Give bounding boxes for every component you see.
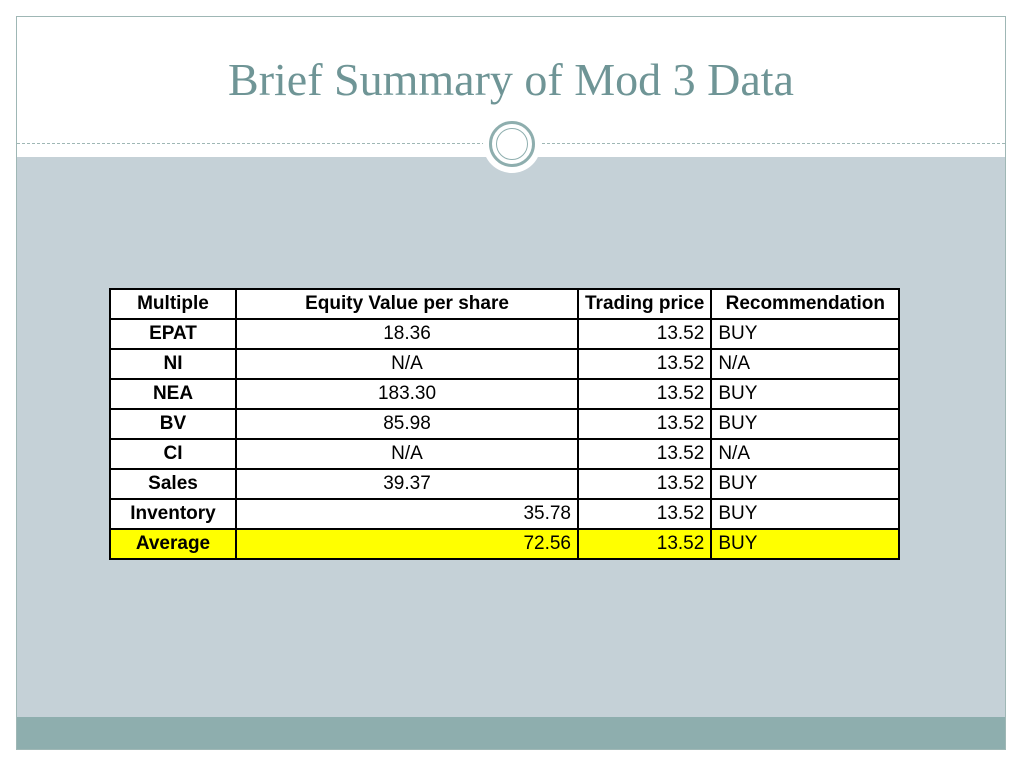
cell-equity-value: N/A [235, 438, 579, 470]
cell-equity-value: 85.98 [235, 408, 579, 440]
cell-recommendation: BUY [710, 468, 901, 500]
cell-trading-price: 13.52 [576, 408, 713, 440]
table-row: NEA 183.30 13.52 BUY [109, 378, 901, 410]
cell-trading-price: 13.52 [576, 438, 713, 470]
header-multiple: Multiple [109, 288, 237, 320]
cell-equity-value: 18.36 [235, 318, 579, 350]
cell-recommendation: BUY [710, 498, 901, 530]
table-row: CI N/A 13.52 N/A [109, 438, 901, 470]
cell-multiple: EPAT [109, 318, 237, 350]
cell-trading-price: 13.52 [576, 468, 713, 500]
cell-recommendation: N/A [710, 348, 901, 380]
cell-trading-price: 13.52 [576, 378, 713, 410]
cell-multiple: Inventory [109, 498, 237, 530]
cell-equity-value: 35.78 [235, 498, 579, 530]
table-row: Sales 39.37 13.52 BUY [109, 468, 901, 500]
cell-recommendation: N/A [710, 438, 901, 470]
cell-trading-price: 13.52 [576, 318, 713, 350]
cell-equity-value: N/A [235, 348, 579, 380]
table-row: EPAT 18.36 13.52 BUY [109, 318, 901, 350]
slide-title: Brief Summary of Mod 3 Data [228, 54, 794, 105]
cell-multiple: NI [109, 348, 237, 380]
summary-table: Multiple Equity Value per share Trading … [109, 288, 901, 560]
cell-trading-price: 13.52 [576, 528, 713, 560]
table-row: Inventory 35.78 13.52 BUY [109, 498, 901, 530]
cell-equity-value: 72.56 [235, 528, 579, 560]
cell-trading-price: 13.52 [576, 498, 713, 530]
cell-multiple: Average [109, 528, 237, 560]
cell-multiple: CI [109, 438, 237, 470]
table-row-average: Average 72.56 13.52 BUY [109, 528, 901, 560]
header-trading-price: Trading price [576, 288, 713, 320]
cell-multiple: Sales [109, 468, 237, 500]
cell-recommendation: BUY [710, 408, 901, 440]
cell-equity-value: 183.30 [235, 378, 579, 410]
cell-trading-price: 13.52 [576, 348, 713, 380]
slide: Brief Summary of Mod 3 Data Multiple Equ… [16, 16, 1006, 750]
cell-multiple: NEA [109, 378, 237, 410]
footer-bar [17, 717, 1005, 749]
circle-ornament-icon [483, 115, 541, 173]
cell-recommendation: BUY [710, 318, 901, 350]
header-equity-value: Equity Value per share [235, 288, 579, 320]
table-row: BV 85.98 13.52 BUY [109, 408, 901, 440]
cell-multiple: BV [109, 408, 237, 440]
table-header-row: Multiple Equity Value per share Trading … [109, 288, 901, 320]
table-row: NI N/A 13.52 N/A [109, 348, 901, 380]
cell-equity-value: 39.37 [235, 468, 579, 500]
header-recommendation: Recommendation [710, 288, 901, 320]
cell-recommendation: BUY [710, 528, 901, 560]
cell-recommendation: BUY [710, 378, 901, 410]
